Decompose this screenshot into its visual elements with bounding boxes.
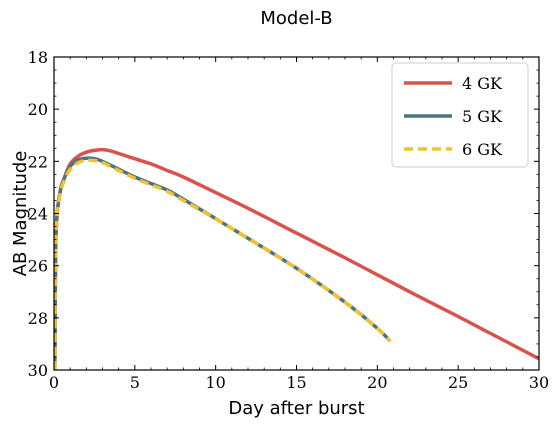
legend: 4 GK 5 GK 6 GK <box>391 62 529 168</box>
y-axis-label: AB Magnitude <box>10 151 31 277</box>
x-tick-label: 15 <box>286 373 306 392</box>
x-axis-label: Day after burst <box>228 398 364 419</box>
x-tick-label: 0 <box>49 373 59 392</box>
x-axis-ticks: 0 5 10 15 20 25 30 <box>49 57 549 392</box>
y-tick-label: 18 <box>28 48 48 67</box>
y-tick-label: 28 <box>28 309 48 328</box>
y-tick-label: 20 <box>28 100 48 119</box>
x-tick-label: 5 <box>130 373 140 392</box>
y-tick-label: 22 <box>28 152 48 171</box>
series-line-2 <box>54 156 392 370</box>
y-tick-label: 30 <box>28 361 48 380</box>
x-tick-label: 20 <box>367 373 387 392</box>
series-lines <box>54 147 539 370</box>
plot-area: 0 5 10 15 20 25 30 18 20 22 24 26 28 30 <box>28 48 550 392</box>
y-axis-ticks: 18 20 22 24 26 28 30 <box>28 48 539 380</box>
x-tick-label: 10 <box>205 373 225 392</box>
x-tick-label: 25 <box>448 373 468 392</box>
series-line-1-tail <box>484 329 539 361</box>
series-line-3 <box>54 158 392 370</box>
legend-label: 5 GK <box>462 107 503 126</box>
y-tick-label: 24 <box>28 205 48 224</box>
x-tick-label: 30 <box>529 373 549 392</box>
legend-label: 4 GK <box>462 74 503 93</box>
legend-box <box>391 62 529 168</box>
legend-label: 6 GK <box>462 140 503 159</box>
series-line-1 <box>54 147 487 370</box>
chart-title: Model-B <box>260 8 332 29</box>
y-tick-label: 26 <box>28 257 48 276</box>
